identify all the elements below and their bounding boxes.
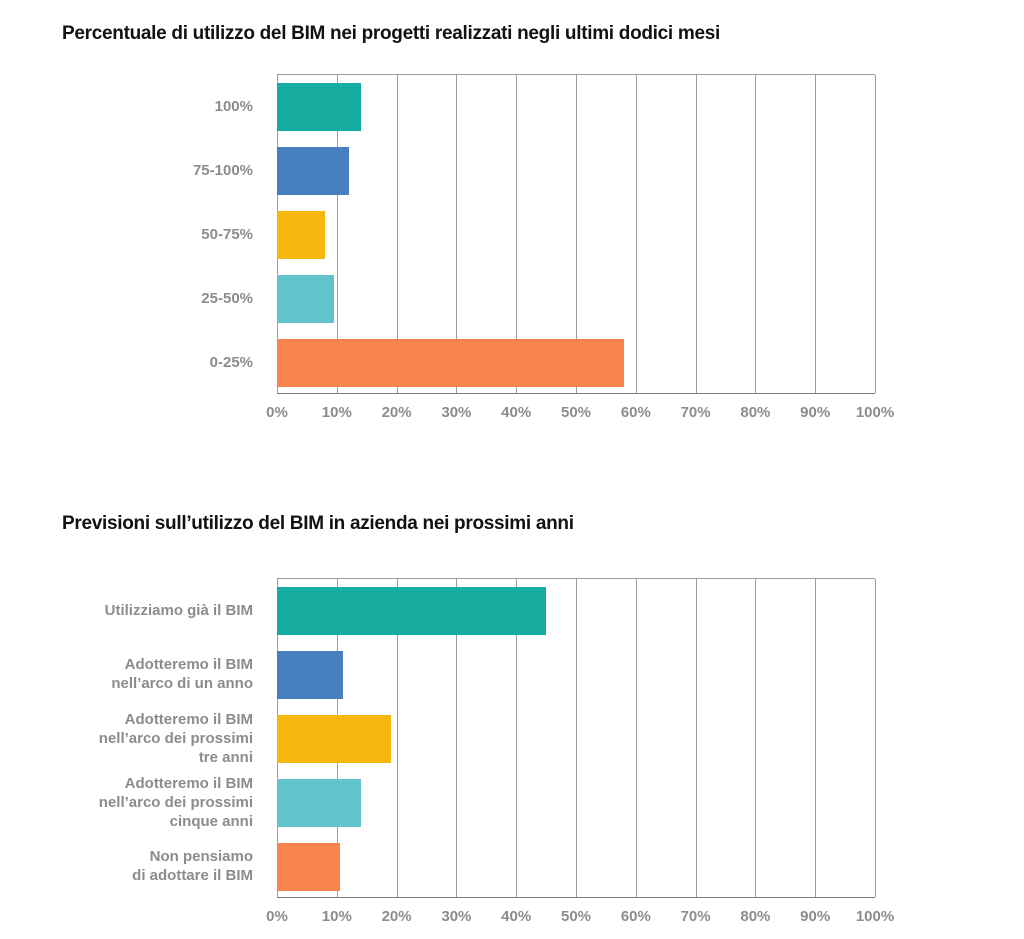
category-label: 50-75% [201,225,253,243]
bar-chart-bim-forecast: Utilizziamo già il BIM Adotteremo il BIM n… [60,578,894,930]
x-tick-label: 100% [855,404,895,421]
x-tick-label: 10% [321,404,352,421]
plot-area [277,578,876,899]
bar [277,843,340,891]
category-label: Adotteremo il BIM nell’arco dei prossimi c… [98,774,253,830]
category-label: Utilizziamo già il BIM [104,601,253,619]
bar [277,715,391,763]
x-tick-label: 100% [855,908,895,925]
x-tick-label: 50% [560,404,592,421]
gridline [456,579,458,897]
category-label: Adotteremo il BIM nell’arco di un anno [111,656,253,692]
bar-chart-bim-usage: 100% 75-100% 50-75% 25-50% 0-25% 0% 10% 20% 30% 4… [60,74,894,426]
x-axis: 0% 10% 20% 30% 40% 50% 60% 70% 80% 90% 100% [266,904,894,926]
bar [277,275,334,323]
bar-row [277,771,875,835]
x-tick-label: 90% [800,908,831,925]
x-tick-label: 30% [441,404,472,421]
category-label: 100% [214,97,253,115]
gridline [456,75,458,393]
bar [277,147,349,195]
x-tick-label: 70% [680,908,711,925]
x-tick-label: 80% [740,404,771,421]
x-tick-label: 0% [266,908,288,925]
x-tick-label: 30% [441,908,472,925]
x-tick-label: 60% [620,404,651,421]
chart-title-bim-forecast: Previsioni sull’utilizzo del BIM in azie… [62,513,574,534]
gridline [815,579,817,897]
gridline [576,579,577,897]
x-tick-label: 20% [381,404,412,421]
bar-row [277,75,875,139]
bar-row [277,203,875,267]
bar [277,83,361,131]
bar [277,339,624,387]
gridline [396,579,398,897]
gridline [516,579,518,897]
plot-area [277,74,876,395]
x-tick-label: 40% [501,404,532,421]
x-tick-label: 10% [321,908,352,925]
category-label: Non pensiamo di adottare il BIM [132,848,253,884]
category-labels: 100% 75-100% 50-75% 25-50% 0-25% [60,74,265,394]
gridline [516,75,518,393]
bar-row [277,643,875,707]
bar-row [277,267,875,331]
gridline [875,579,876,897]
bar [277,211,325,259]
category-label: Adotteremo il BIM nell’arco dei prossimi t… [98,710,253,766]
x-tick-label: 90% [800,404,831,421]
gridline [635,579,637,897]
x-tick-label: 20% [381,908,412,925]
x-tick-label: 0% [266,404,288,421]
category-label: 25-50% [201,289,253,307]
gridline [635,75,637,393]
gridline [815,75,817,393]
gridline [336,75,338,393]
category-label: 75-100% [192,161,253,179]
bar [277,779,361,827]
bar-row [277,707,875,771]
gridline [576,75,577,393]
bar [277,651,343,699]
x-tick-label: 40% [501,908,532,925]
gridline [695,579,697,897]
gridline [695,75,697,393]
bar-row [277,331,875,395]
bar [277,587,547,635]
category-label: 0-25% [209,353,253,371]
x-tick-label: 80% [740,908,771,925]
bar-row [277,579,875,643]
x-tick-label: 70% [680,404,711,421]
gridline [396,75,398,393]
x-tick-label: 60% [620,908,651,925]
x-tick-label: 50% [560,908,592,925]
gridline [875,75,876,393]
gridline [755,579,757,897]
bar-row [277,139,875,203]
category-labels: Utilizziamo già il BIM Adotteremo il BIM n… [60,578,265,898]
chart-title-bim-usage: Percentuale di utilizzo del BIM nei prog… [62,23,720,44]
gridline [755,75,757,393]
bar-row [277,835,875,899]
x-axis: 0% 10% 20% 30% 40% 50% 60% 70% 80% 90% 100% [266,400,894,422]
